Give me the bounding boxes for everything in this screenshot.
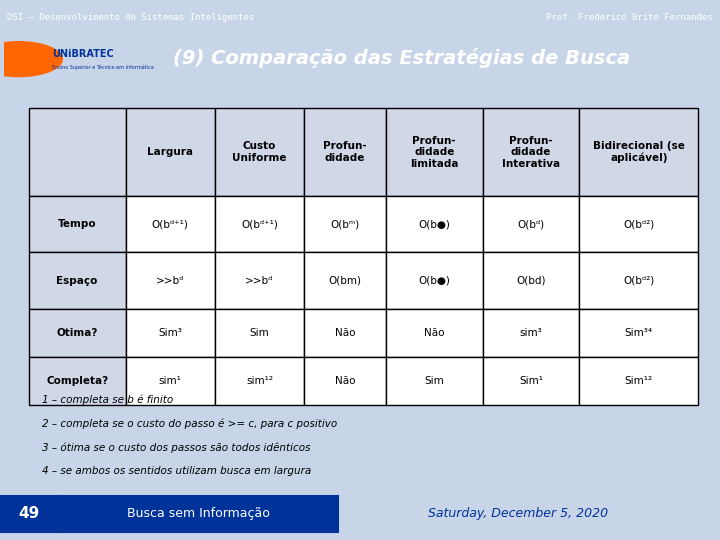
Bar [304, 253, 386, 309]
Bar [580, 197, 698, 253]
Bar [215, 197, 304, 253]
Text: Espaço: Espaço [56, 275, 98, 286]
Bar [482, 253, 580, 309]
Text: Sim³: Sim³ [158, 328, 182, 338]
Bar [482, 309, 580, 357]
Text: DSI – Desenvolvimento de Sistemas Inteligentes: DSI – Desenvolvimento de Sistemas Inteli… [7, 13, 254, 22]
Text: Busca sem Informação: Busca sem Informação [127, 507, 269, 519]
Bar [304, 309, 386, 357]
Text: O(bᵐ): O(bᵐ) [330, 219, 359, 230]
Text: Profun-
didade
limitada: Profun- didade limitada [410, 136, 459, 168]
Text: Sim¹: Sim¹ [519, 376, 543, 386]
Bar [482, 197, 580, 253]
Text: Prof. Frederico Brito Fernandes: Prof. Frederico Brito Fernandes [546, 13, 713, 22]
FancyBboxPatch shape [58, 496, 338, 532]
Text: UNiBRATEC: UNiBRATEC [52, 49, 114, 59]
Bar [304, 197, 386, 253]
Bar [29, 253, 125, 309]
Bar [386, 357, 482, 405]
Bar [304, 357, 386, 405]
Text: O(b●): O(b●) [418, 275, 450, 286]
Text: Profun-
didade
Interativa: Profun- didade Interativa [502, 136, 560, 168]
Text: O(bm): O(bm) [328, 275, 361, 286]
Text: Custo
Uniforme: Custo Uniforme [232, 141, 287, 163]
Text: 1 – completa se b é finito: 1 – completa se b é finito [42, 395, 174, 405]
Text: (9) Comparação das Estratégias de Busca: (9) Comparação das Estratégias de Busca [173, 49, 630, 69]
Text: O(bᵈ²): O(bᵈ²) [624, 219, 654, 230]
Bar [304, 108, 386, 197]
Text: Sim³⁴: Sim³⁴ [625, 328, 653, 338]
Bar [29, 309, 125, 357]
Bar [482, 357, 580, 405]
Text: Sim¹²: Sim¹² [625, 376, 653, 386]
Bar [580, 309, 698, 357]
Bar [386, 108, 482, 197]
Bar [215, 108, 304, 197]
Bar [125, 253, 215, 309]
Text: O(b●): O(b●) [418, 219, 450, 230]
Text: O(bᵈ): O(bᵈ) [518, 219, 544, 230]
Text: >>bᵈ: >>bᵈ [156, 275, 184, 286]
Bar [482, 108, 580, 197]
Text: Não: Não [335, 376, 355, 386]
Text: Largura: Largura [147, 147, 193, 157]
Bar [386, 309, 482, 357]
Text: >>bᵈ: >>bᵈ [246, 275, 274, 286]
Bar [580, 357, 698, 405]
Text: 4 – se ambos os sentidos utilizam busca em largura: 4 – se ambos os sentidos utilizam busca … [42, 466, 312, 476]
Text: sim¹²: sim¹² [246, 376, 273, 386]
Bar [125, 197, 215, 253]
Text: sim¹: sim¹ [158, 376, 181, 386]
Text: Otima?: Otima? [56, 328, 98, 338]
FancyBboxPatch shape [0, 496, 58, 532]
Text: O(bᵈ⁺¹): O(bᵈ⁺¹) [152, 219, 189, 230]
Text: O(bᵈ⁺¹): O(bᵈ⁺¹) [241, 219, 278, 230]
Bar [29, 197, 125, 253]
Bar [125, 357, 215, 405]
Text: Sim: Sim [424, 376, 444, 386]
Text: Tempo: Tempo [58, 219, 96, 230]
Bar [386, 253, 482, 309]
Text: Ensino Superior e Técnico em Informática: Ensino Superior e Técnico em Informática [52, 65, 154, 70]
Bar [29, 108, 125, 197]
Text: 3 – ótima se o custo dos passos são todos idênticos: 3 – ótima se o custo dos passos são todo… [42, 442, 311, 453]
Text: sim³: sim³ [520, 328, 542, 338]
Text: Não: Não [335, 328, 355, 338]
Bar [215, 357, 304, 405]
Bar [580, 108, 698, 197]
Bar [29, 357, 125, 405]
Text: Não: Não [424, 328, 444, 338]
Text: 49: 49 [18, 505, 40, 521]
Text: O(bd): O(bd) [516, 275, 546, 286]
Text: Profun-
didade: Profun- didade [323, 141, 366, 163]
Text: Saturday, December 5, 2020: Saturday, December 5, 2020 [428, 507, 608, 519]
Bar [580, 253, 698, 309]
Circle shape [0, 42, 63, 77]
Text: Completa?: Completa? [46, 376, 108, 386]
Text: Sim: Sim [250, 328, 269, 338]
Bar [125, 108, 215, 197]
Bar [125, 309, 215, 357]
Text: Bidirecional (se
aplicável): Bidirecional (se aplicável) [593, 141, 685, 163]
Bar [215, 253, 304, 309]
Text: O(bᵈ²): O(bᵈ²) [624, 275, 654, 286]
Bar [215, 309, 304, 357]
Bar [386, 197, 482, 253]
Text: 2 – completa se o custo do passo é >= c, para c positivo: 2 – completa se o custo do passo é >= c,… [42, 418, 338, 429]
